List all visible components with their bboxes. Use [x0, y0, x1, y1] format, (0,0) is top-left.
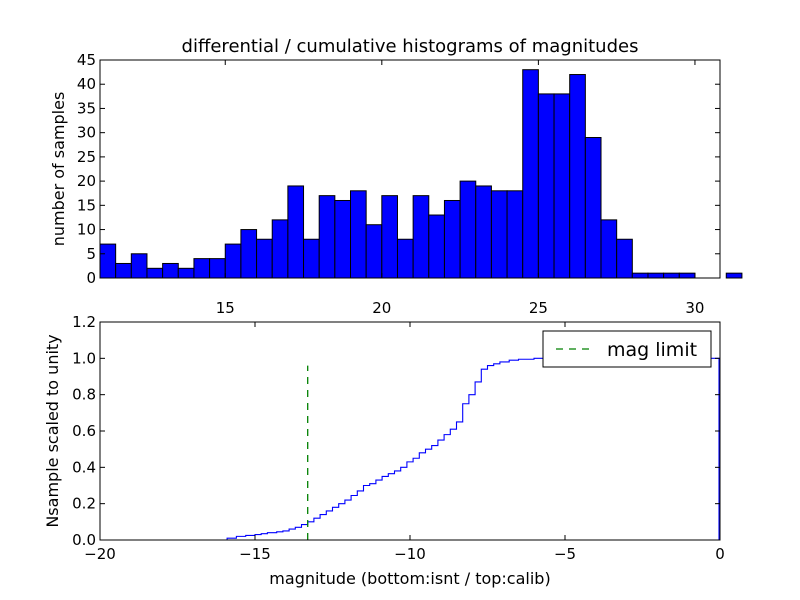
- cumulative-lines: [100, 357, 720, 541]
- histogram-bar: [459, 180, 477, 279]
- histogram-chart: differential / cumulative histograms of …: [49, 36, 743, 317]
- histogram-bar: [350, 190, 367, 279]
- top-y-tick-label: 0: [86, 269, 96, 287]
- top-y-tick-label: 5: [86, 245, 96, 263]
- legend-entry-mag-limit: mag limit: [607, 339, 697, 361]
- histogram-bar: [396, 238, 414, 279]
- top-axes-frame: [99, 59, 721, 279]
- histogram-bar: [256, 238, 273, 279]
- histogram-bar: [271, 219, 289, 279]
- bottom-axis-ticks: −20 −15 −10 −5 0 0.0 0.2 0.4 0.6 0.8 1.0 1.2: [72, 313, 725, 563]
- histogram-bar: [522, 69, 539, 279]
- histogram-bar: [443, 199, 461, 279]
- top-axis-ticks: 15 20 25 30 0 5 10 15 20 25 30 35 40 45: [77, 51, 720, 317]
- bottom-x-tick-label: −10: [394, 545, 426, 563]
- histogram-bar: [334, 199, 352, 279]
- chart-title: differential / cumulative histograms of …: [182, 36, 639, 57]
- histogram-bar: [193, 258, 211, 279]
- top-y-tick-label: 40: [77, 75, 96, 93]
- histogram-bar: [318, 195, 336, 279]
- bottom-y-tick-label: 0.8: [72, 386, 96, 404]
- histogram-bar: [287, 185, 305, 279]
- bottom-x-tick-label: −5: [554, 545, 576, 563]
- bottom-x-tick-label: −20: [84, 545, 116, 563]
- bottom-y-axis-label: Nsample scaled to unity: [43, 334, 62, 527]
- bottom-y-tick-label: 1.2: [72, 313, 96, 331]
- histogram-bar: [381, 195, 398, 279]
- top-y-tick-label: 20: [77, 172, 96, 190]
- cumulative-step-line: [100, 357, 720, 541]
- top-x-tick-label: 30: [685, 299, 704, 317]
- histogram-bar: [663, 272, 680, 279]
- histogram-bar: [209, 258, 226, 279]
- top-x-tick-label: 25: [529, 299, 548, 317]
- bottom-y-tick-label: 0.4: [72, 458, 96, 476]
- top-y-tick-label: 35: [77, 99, 96, 117]
- bottom-y-tick-label: 0.6: [72, 422, 96, 440]
- histogram-bar: [553, 93, 571, 279]
- histogram-bar: [224, 243, 242, 279]
- top-x-tick-label: 15: [216, 299, 235, 317]
- legend: mag limit: [542, 330, 712, 368]
- cumulative-chart: −20 −15 −10 −5 0 0.0 0.2 0.4 0.6 0.8 1.0 1.2 magnit…: [43, 313, 725, 588]
- histogram-bar: [647, 272, 665, 279]
- histogram-bar: [631, 272, 649, 279]
- histogram-bar: [115, 262, 132, 279]
- histogram-bar: [475, 185, 492, 279]
- top-y-tick-label: 25: [77, 148, 96, 166]
- histogram-bar: [240, 229, 258, 279]
- histogram-bar: [303, 238, 320, 279]
- histogram-bar: [600, 219, 618, 279]
- top-y-tick-label: 45: [77, 51, 96, 69]
- histogram-bar: [569, 74, 586, 279]
- histogram-bar: [725, 272, 743, 279]
- histogram-bar: [678, 272, 696, 279]
- top-y-axis-label: number of samples: [49, 92, 68, 247]
- histogram-bar: [616, 238, 633, 279]
- bottom-x-tick-label: 0: [715, 545, 725, 563]
- histogram-bar: [130, 253, 148, 279]
- histogram-bar: [490, 190, 508, 279]
- top-y-tick-label: 10: [77, 221, 96, 239]
- histogram-bar: [428, 214, 445, 279]
- histogram-bar: [99, 243, 117, 279]
- histogram-bar: [506, 190, 524, 279]
- histogram-bar: [177, 267, 195, 279]
- top-x-tick-label: 20: [372, 299, 391, 317]
- bottom-x-tick-label: −15: [239, 545, 271, 563]
- histogram-bar: [584, 137, 602, 279]
- bottom-y-tick-label: 0.0: [72, 531, 96, 549]
- bottom-y-tick-label: 0.2: [72, 495, 96, 513]
- histogram-bar: [365, 224, 383, 279]
- histogram-bar: [146, 267, 164, 279]
- bottom-y-tick-label: 1.0: [72, 349, 96, 367]
- histogram-bars: [99, 69, 743, 279]
- top-y-tick-label: 30: [77, 124, 96, 142]
- histogram-bar: [412, 195, 430, 279]
- top-y-tick-label: 15: [77, 196, 96, 214]
- histogram-bar: [162, 262, 179, 279]
- bottom-x-axis-label: magnitude (bottom:isnt / top:calib): [269, 569, 550, 588]
- histogram-bar: [537, 93, 555, 279]
